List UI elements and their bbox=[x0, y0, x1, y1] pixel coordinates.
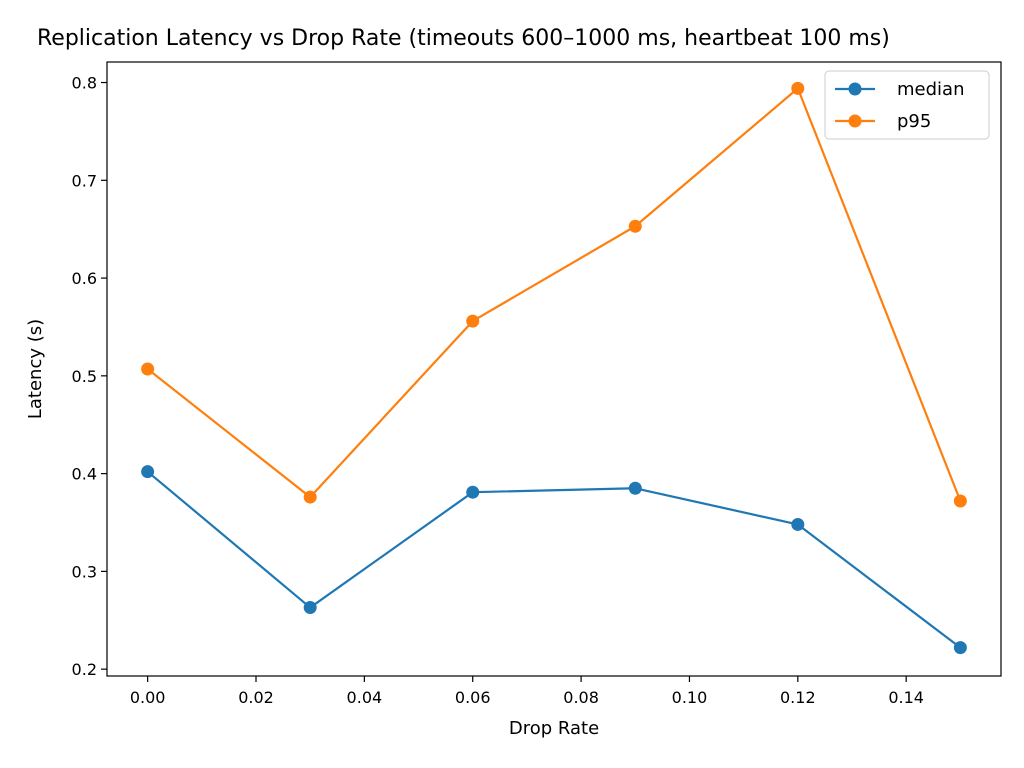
y-tick-label: 0.8 bbox=[72, 74, 97, 93]
data-point-median bbox=[303, 601, 317, 615]
x-tick-label: 0.04 bbox=[347, 688, 383, 707]
plot-area-frame bbox=[106, 61, 1002, 677]
data-point-median bbox=[466, 485, 480, 499]
data-point-p95 bbox=[466, 314, 480, 328]
x-tick-label: 0.02 bbox=[238, 688, 274, 707]
y-axis-ticks: 0.2 0.3 0.4 0.5 0.6 0.7 0.8 bbox=[72, 74, 107, 679]
data-point-median bbox=[628, 481, 642, 495]
data-point-p95 bbox=[791, 81, 805, 95]
x-tick-label: 0.00 bbox=[130, 688, 166, 707]
data-point-p95 bbox=[628, 219, 642, 233]
x-tick-label: 0.06 bbox=[455, 688, 491, 707]
legend: median p95 bbox=[824, 70, 990, 140]
data-point-p95 bbox=[141, 362, 155, 376]
x-tick-label: 0.14 bbox=[888, 688, 924, 707]
chart-title: Replication Latency vs Drop Rate (timeou… bbox=[37, 26, 890, 51]
series-line-median bbox=[146, 470, 962, 649]
x-axis-label: Drop Rate bbox=[509, 718, 599, 739]
legend-label-median: median bbox=[897, 79, 964, 100]
x-tick-label: 0.10 bbox=[672, 688, 708, 707]
x-tick-label: 0.08 bbox=[563, 688, 599, 707]
legend-marker-median bbox=[848, 82, 862, 96]
data-point-p95 bbox=[303, 490, 317, 504]
data-point-p95 bbox=[953, 494, 967, 508]
y-tick-label: 0.5 bbox=[72, 367, 97, 386]
x-tick-label: 0.12 bbox=[780, 688, 816, 707]
x-axis-ticks: 0.00 0.02 0.04 0.06 0.08 0.10 0.12 0.14 bbox=[130, 676, 924, 707]
data-point-median bbox=[791, 517, 805, 531]
y-tick-label: 0.3 bbox=[72, 562, 97, 581]
y-tick-label: 0.2 bbox=[72, 660, 97, 679]
y-tick-label: 0.7 bbox=[72, 171, 97, 190]
data-point-median bbox=[141, 465, 155, 479]
y-tick-label: 0.6 bbox=[72, 269, 97, 288]
y-tick-label: 0.4 bbox=[72, 465, 97, 484]
legend-label-p95: p95 bbox=[897, 111, 931, 132]
plot-series-group bbox=[141, 81, 967, 655]
y-axis-label: Latency (s) bbox=[25, 319, 46, 419]
data-point-median bbox=[953, 641, 967, 655]
legend-marker-p95 bbox=[848, 114, 862, 128]
series-line-p95 bbox=[146, 87, 962, 502]
